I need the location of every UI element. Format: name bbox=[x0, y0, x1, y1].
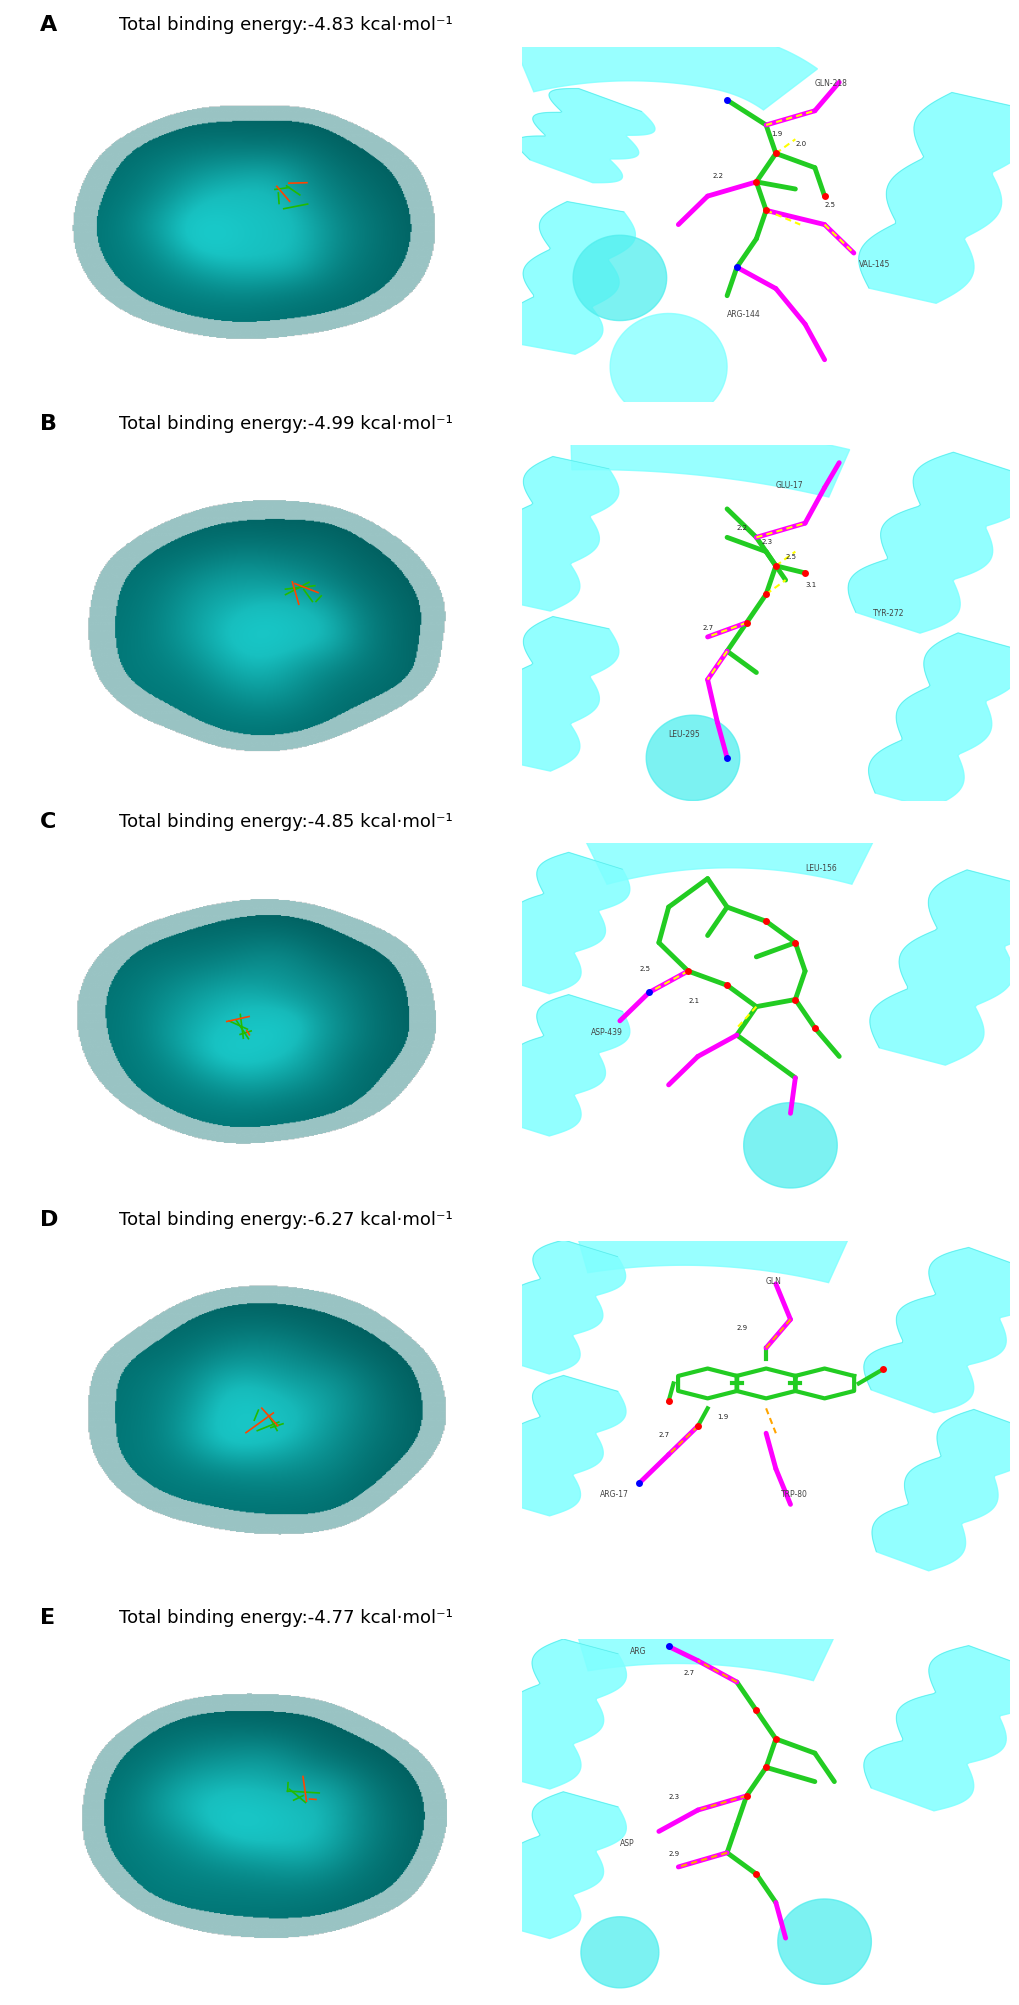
Text: 1.9: 1.9 bbox=[770, 130, 782, 136]
Polygon shape bbox=[573, 235, 666, 321]
Text: 2.7: 2.7 bbox=[702, 626, 713, 632]
Polygon shape bbox=[583, 818, 874, 884]
Polygon shape bbox=[574, 1215, 849, 1283]
Polygon shape bbox=[511, 24, 816, 110]
Text: ASP-439: ASP-439 bbox=[590, 1029, 622, 1037]
Text: C: C bbox=[40, 812, 56, 832]
Polygon shape bbox=[486, 1638, 626, 1788]
Text: Total binding energy:-4.77 kcal·mol⁻¹: Total binding energy:-4.77 kcal·mol⁻¹ bbox=[119, 1610, 452, 1628]
Polygon shape bbox=[484, 457, 619, 612]
Text: Total binding energy:-6.27 kcal·mol⁻¹: Total binding energy:-6.27 kcal·mol⁻¹ bbox=[119, 1211, 452, 1229]
Text: GLU-17: GLU-17 bbox=[775, 481, 803, 489]
Polygon shape bbox=[581, 1917, 658, 1987]
Polygon shape bbox=[863, 1646, 1019, 1811]
Polygon shape bbox=[516, 88, 654, 182]
Text: A: A bbox=[40, 16, 57, 36]
Text: ARG: ARG bbox=[629, 1646, 645, 1656]
Polygon shape bbox=[488, 852, 629, 994]
Polygon shape bbox=[871, 1410, 1019, 1570]
Text: B: B bbox=[40, 413, 57, 433]
Polygon shape bbox=[868, 634, 1018, 808]
Text: 2.2: 2.2 bbox=[736, 525, 747, 531]
Text: 1.9: 1.9 bbox=[716, 1414, 728, 1420]
Text: 3.1: 3.1 bbox=[804, 581, 815, 587]
Text: 2.2: 2.2 bbox=[712, 172, 722, 178]
Text: 2.9: 2.9 bbox=[668, 1851, 679, 1857]
Polygon shape bbox=[743, 1103, 837, 1189]
Text: Total binding energy:-4.83 kcal·mol⁻¹: Total binding energy:-4.83 kcal·mol⁻¹ bbox=[119, 16, 452, 34]
Polygon shape bbox=[484, 618, 619, 772]
Text: 2.5: 2.5 bbox=[639, 966, 650, 972]
Polygon shape bbox=[646, 716, 739, 800]
Polygon shape bbox=[487, 1375, 626, 1516]
Text: 2.7: 2.7 bbox=[683, 1670, 694, 1676]
Text: LEU-295: LEU-295 bbox=[668, 730, 700, 738]
Text: D: D bbox=[40, 1209, 58, 1229]
Text: ARG-17: ARG-17 bbox=[600, 1490, 629, 1500]
Polygon shape bbox=[570, 419, 849, 497]
Polygon shape bbox=[869, 870, 1019, 1065]
Text: ARG-144: ARG-144 bbox=[727, 311, 760, 319]
Text: GLN-218: GLN-218 bbox=[814, 78, 847, 88]
Text: VAL-145: VAL-145 bbox=[858, 261, 890, 269]
Text: Total binding energy:-4.99 kcal·mol⁻¹: Total binding energy:-4.99 kcal·mol⁻¹ bbox=[119, 415, 452, 433]
Text: TRP-80: TRP-80 bbox=[780, 1490, 807, 1500]
Text: 2.3: 2.3 bbox=[668, 1794, 679, 1800]
Polygon shape bbox=[609, 313, 727, 421]
Text: TYR-272: TYR-272 bbox=[872, 610, 904, 618]
Text: Total binding energy:-4.85 kcal·mol⁻¹: Total binding energy:-4.85 kcal·mol⁻¹ bbox=[119, 812, 452, 830]
Text: E: E bbox=[40, 1608, 55, 1628]
Text: 2.7: 2.7 bbox=[658, 1432, 669, 1438]
Polygon shape bbox=[488, 994, 629, 1137]
Text: ASP: ASP bbox=[620, 1839, 634, 1849]
Polygon shape bbox=[863, 1247, 1019, 1414]
Polygon shape bbox=[777, 1899, 870, 1985]
Polygon shape bbox=[573, 1614, 835, 1680]
Polygon shape bbox=[486, 1792, 626, 1939]
Text: 2.5: 2.5 bbox=[785, 553, 796, 559]
Text: LEU-156: LEU-156 bbox=[804, 864, 836, 874]
Polygon shape bbox=[487, 1239, 625, 1373]
Polygon shape bbox=[848, 453, 1019, 634]
Text: 2.3: 2.3 bbox=[760, 539, 771, 545]
Polygon shape bbox=[506, 203, 635, 355]
Text: 2.1: 2.1 bbox=[688, 998, 699, 1005]
Text: 2.0: 2.0 bbox=[795, 140, 806, 146]
Text: 2.9: 2.9 bbox=[736, 1325, 747, 1331]
Text: GLN: GLN bbox=[765, 1277, 782, 1285]
Polygon shape bbox=[858, 92, 1019, 303]
Text: 2.5: 2.5 bbox=[823, 203, 835, 209]
